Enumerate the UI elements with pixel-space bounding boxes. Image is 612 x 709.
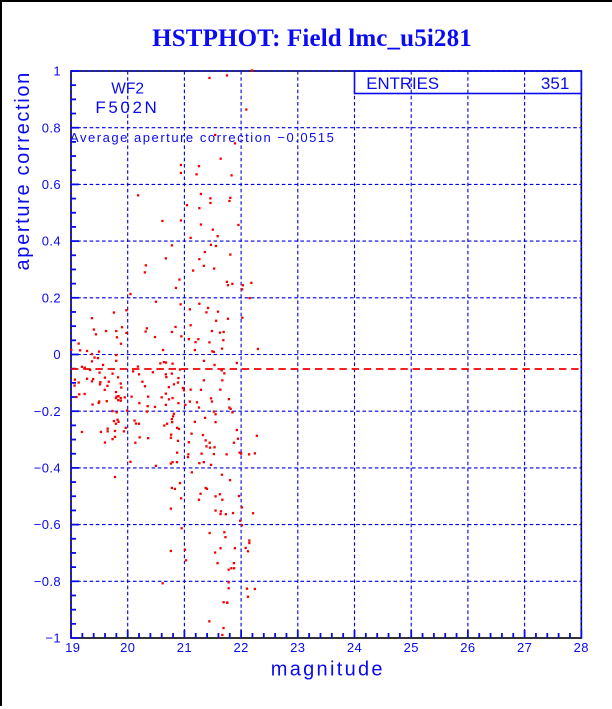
- svg-text:HSTPHOT: Field lmc_u5i281: HSTPHOT: Field lmc_u5i281: [152, 25, 472, 52]
- svg-text:−1: −1: [45, 631, 61, 646]
- svg-text:24: 24: [347, 640, 362, 655]
- svg-text:1: 1: [53, 64, 61, 79]
- svg-text:0.8: 0.8: [42, 120, 61, 135]
- svg-text:−0.4: −0.4: [34, 461, 61, 476]
- svg-text:−0.6: −0.6: [34, 517, 61, 532]
- svg-text:WF2: WF2: [111, 81, 144, 98]
- svg-text:23: 23: [290, 640, 305, 655]
- svg-text:0.4: 0.4: [42, 234, 61, 249]
- svg-text:−0.8: −0.8: [34, 574, 61, 589]
- svg-text:20: 20: [120, 640, 135, 655]
- svg-text:Average aperture correction −0: Average aperture correction −0.0515: [70, 130, 335, 145]
- svg-text:26: 26: [460, 640, 475, 655]
- svg-text:0.2: 0.2: [42, 290, 61, 305]
- svg-text:351: 351: [541, 74, 569, 93]
- svg-text:27: 27: [517, 640, 532, 655]
- svg-text:0.6: 0.6: [42, 177, 61, 192]
- svg-text:0: 0: [53, 347, 61, 362]
- svg-text:25: 25: [404, 640, 419, 655]
- svg-text:ENTRIES: ENTRIES: [366, 74, 439, 93]
- svg-text:28: 28: [574, 640, 589, 655]
- svg-text:19: 19: [65, 640, 80, 655]
- svg-text:21: 21: [177, 640, 192, 655]
- svg-text:aperture correction: aperture correction: [12, 71, 34, 270]
- svg-text:22: 22: [233, 640, 248, 655]
- svg-text:F502N: F502N: [95, 98, 159, 117]
- svg-text:−0.2: −0.2: [34, 404, 61, 419]
- svg-text:magnitude: magnitude: [271, 659, 385, 681]
